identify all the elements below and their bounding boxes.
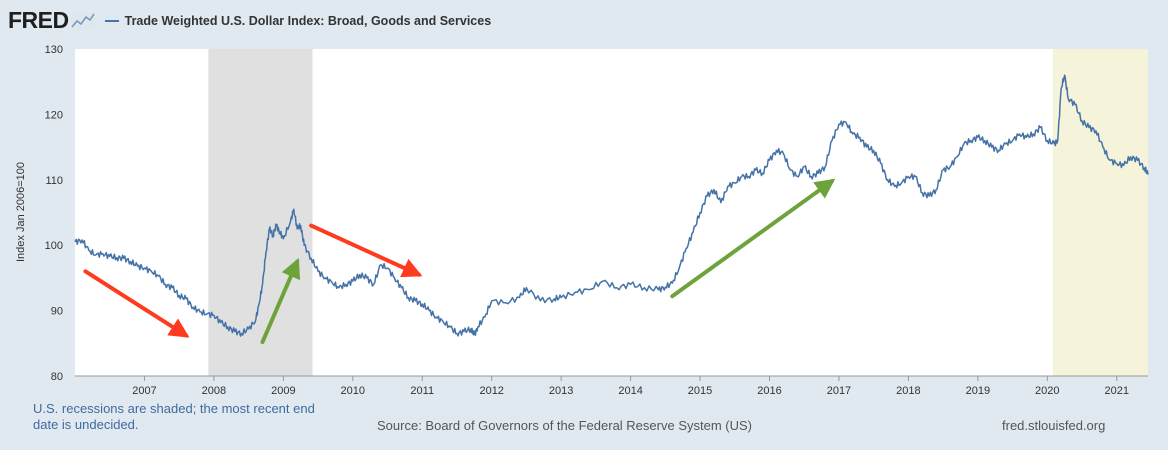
x-tick-label: 2021: [1105, 385, 1129, 397]
source-text: Source: Board of Governors of the Federa…: [377, 418, 752, 433]
x-tick-label: 2013: [549, 385, 573, 397]
x-tick-label: 2018: [896, 385, 920, 397]
x-tick-label: 2012: [479, 385, 503, 397]
site-link[interactable]: fred.stlouisfed.org: [1002, 418, 1106, 433]
recession-shading: [208, 49, 313, 376]
x-tick-label: 2019: [966, 385, 990, 397]
legend: Trade Weighted U.S. Dollar Index: Broad,…: [104, 14, 492, 28]
x-tick-label: 2010: [341, 385, 365, 397]
series-line: [74, 74, 1149, 337]
y-tick-label: 90: [51, 306, 63, 318]
chart-header: FRED Trade Weighted U.S. Dollar Index: B…: [8, 6, 491, 34]
recession-note: U.S. recessions are shaded; the most rec…: [33, 401, 315, 432]
x-tick-label: 2015: [688, 385, 712, 397]
fred-logo[interactable]: FRED: [8, 6, 69, 33]
green-arrow-annotation: [670, 178, 836, 299]
line-chart: 80 90 100 110 120 130 2007 2008 2009 2010 2011 201…: [15, 44, 1149, 397]
y-tick-label: 80: [51, 371, 63, 383]
x-tick-label: 2009: [271, 385, 295, 397]
y-tick-label: 100: [45, 240, 63, 252]
line-chart-icon: [70, 12, 95, 30]
legend-swatch: [104, 20, 119, 22]
recession-shading: [1052, 49, 1148, 376]
red-arrow-annotation: [83, 269, 190, 338]
x-tick-label: 2016: [757, 385, 781, 397]
x-tick-label: 2007: [132, 385, 156, 397]
legend-label: Trade Weighted U.S. Dollar Index: Broad,…: [124, 14, 492, 28]
y-tick-label: 120: [45, 109, 63, 121]
x-tick-label: 2017: [827, 385, 851, 397]
y-tick-label: 110: [45, 175, 63, 187]
red-arrow-annotation: [309, 223, 423, 278]
y-axis-label: Index Jan 2006=100: [15, 162, 27, 262]
x-tick-label: 2014: [618, 385, 642, 397]
x-tick-label: 2011: [410, 385, 434, 397]
y-tick-label: 130: [45, 44, 63, 56]
green-arrow-annotation: [260, 257, 301, 344]
x-tick-label: 2008: [202, 385, 226, 397]
x-tick-label: 2020: [1035, 385, 1059, 397]
